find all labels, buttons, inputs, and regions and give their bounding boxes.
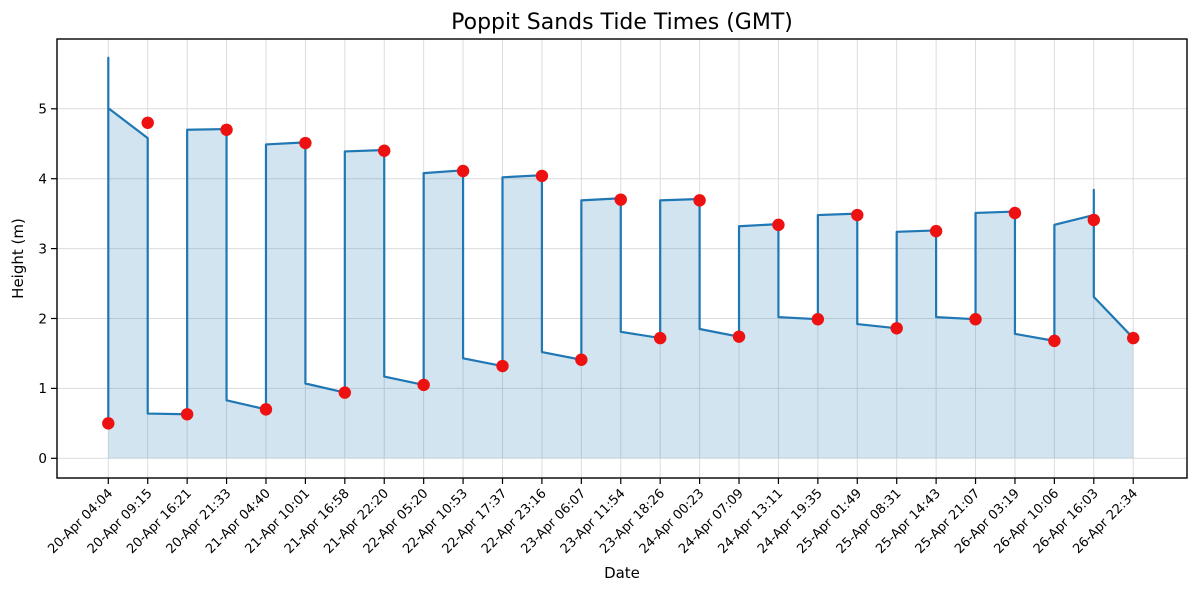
y-tick-label: 2 — [38, 311, 47, 327]
tide-point-marker — [811, 312, 825, 326]
tide-point-marker — [1048, 334, 1061, 348]
tide-point-marker — [378, 144, 391, 157]
tide-point-marker — [851, 208, 864, 222]
tide-point-marker — [456, 164, 470, 178]
y-tick-label: 4 — [38, 172, 47, 188]
tide-point-marker — [732, 330, 746, 343]
axes-box — [56, 38, 1188, 479]
tide-point-marker — [259, 403, 273, 416]
y-tick-label: 3 — [38, 241, 47, 257]
y-tick-label: 1 — [38, 381, 47, 397]
tide-point-marker — [102, 417, 115, 430]
tide-point-marker — [969, 312, 982, 326]
tide-point-marker — [772, 218, 785, 232]
tide-point-marker — [220, 123, 233, 136]
tide-point-marker — [614, 193, 627, 206]
tide-point-marker — [929, 224, 943, 238]
y-tick-label: 0 — [38, 451, 47, 467]
y-axis-label: Height (m) — [9, 218, 27, 299]
chart-title: Poppit Sands Tide Times (GMT) — [451, 10, 793, 35]
x-axis-label: Date — [604, 564, 640, 582]
tide-point-marker — [575, 353, 588, 366]
tide-point-marker — [535, 169, 549, 183]
tide-point-marker — [180, 408, 194, 421]
tide-point-marker — [299, 136, 312, 150]
tide-point-marker — [496, 359, 509, 373]
tide-point-marker — [653, 331, 667, 345]
plot-layer — [102, 56, 1140, 459]
tide-point-marker — [1008, 206, 1022, 220]
tide-point-marker — [890, 322, 903, 335]
tide-point-marker — [141, 116, 154, 129]
tide-point-marker — [693, 194, 706, 207]
y-tick-label: 5 — [38, 102, 47, 118]
tide-point-marker — [1127, 331, 1140, 345]
tide-point-marker — [338, 386, 352, 399]
tide-point-marker — [417, 378, 430, 392]
tide-point-marker — [1087, 213, 1101, 227]
